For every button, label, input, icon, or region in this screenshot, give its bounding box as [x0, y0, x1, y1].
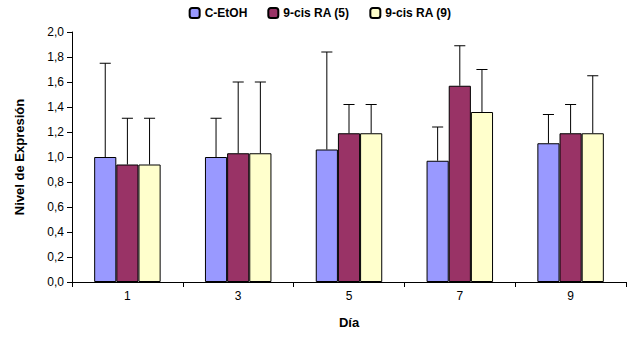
svg-text:0,6: 0,6: [47, 200, 64, 214]
svg-text:0,2: 0,2: [47, 250, 64, 264]
svg-text:1,0: 1,0: [47, 150, 64, 164]
svg-text:3: 3: [235, 289, 242, 303]
svg-text:0,0: 0,0: [47, 275, 64, 289]
svg-text:1,2: 1,2: [47, 125, 64, 139]
svg-text:9-cis RA (9): 9-cis RA (9): [385, 6, 451, 20]
svg-text:0,4: 0,4: [47, 225, 64, 239]
svg-text:2,0: 2,0: [47, 25, 64, 39]
svg-text:Día: Día: [339, 315, 360, 330]
svg-text:1,4: 1,4: [47, 100, 64, 114]
svg-text:1: 1: [124, 289, 131, 303]
svg-text:5: 5: [346, 289, 353, 303]
svg-text:9: 9: [567, 289, 574, 303]
svg-text:C-EtOH: C-EtOH: [205, 6, 248, 20]
svg-text:Nivel de Expresión: Nivel de Expresión: [12, 99, 27, 215]
svg-text:9-cis RA (5): 9-cis RA (5): [283, 6, 349, 20]
svg-text:1,8: 1,8: [47, 50, 64, 64]
svg-text:7: 7: [456, 289, 463, 303]
svg-text:0,8: 0,8: [47, 175, 64, 189]
svg-text:1,6: 1,6: [47, 75, 64, 89]
